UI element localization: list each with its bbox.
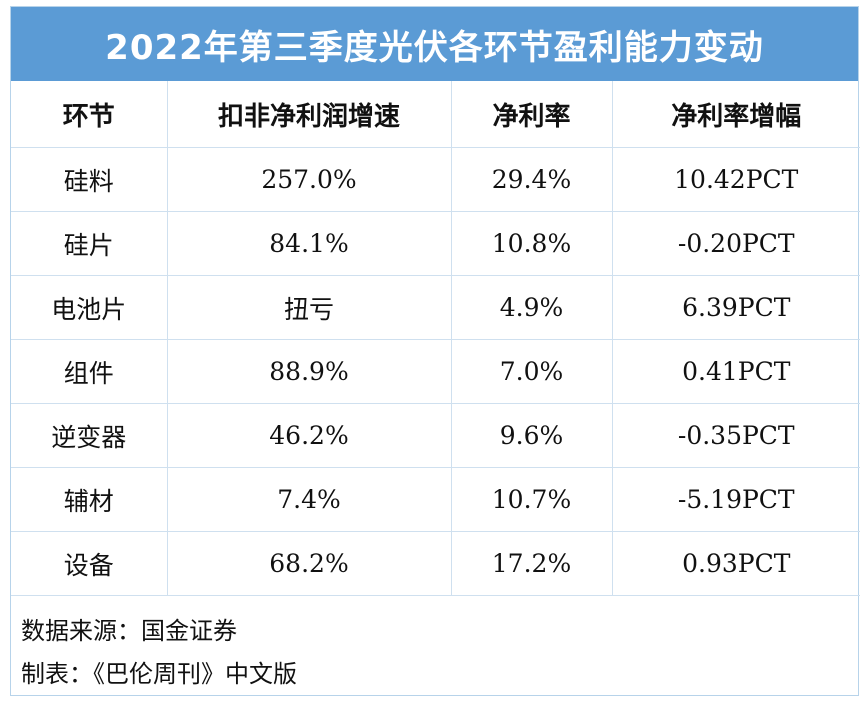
table-cell: 电池片 xyxy=(11,275,168,340)
table-cell: 257.0% xyxy=(167,147,452,212)
table-row: 设备 68.2% 17.2% 0.93PCT xyxy=(11,531,860,596)
table-cell: 扭亏 xyxy=(167,275,452,340)
table-frame: 2022年第三季度光伏各环节盈利能力变动 环节 扣非净利润增速 净利率 净利率增… xyxy=(10,6,860,696)
table-cell: -5.19PCT xyxy=(612,467,860,532)
table-cell: 硅料 xyxy=(11,147,168,212)
table-cell: 46.2% xyxy=(167,403,452,468)
table-cell: -0.35PCT xyxy=(612,403,860,468)
column-header-profit-growth: 扣非净利润增速 xyxy=(167,81,452,148)
source-note: 数据来源：国金证券 xyxy=(21,617,237,645)
table-cell: 组件 xyxy=(11,339,168,404)
table-cell: -0.20PCT xyxy=(612,211,860,276)
table-title: 2022年第三季度光伏各环节盈利能力变动 xyxy=(11,7,858,81)
table-cell: 84.1% xyxy=(167,211,452,276)
table-cell: 设备 xyxy=(11,531,168,596)
table-row: 硅片 84.1% 10.8% -0.20PCT xyxy=(11,211,860,276)
credit-note: 制表：《巴伦周刊》中文版 xyxy=(21,660,297,688)
table-cell: 10.42PCT xyxy=(612,147,860,212)
table-cell: 88.9% xyxy=(167,339,452,404)
table-cell: 9.6% xyxy=(451,403,613,468)
table-row: 电池片 扭亏 4.9% 6.39PCT xyxy=(11,275,860,340)
table-cell: 6.39PCT xyxy=(612,275,860,340)
table-row: 辅材 7.4% 10.7% -5.19PCT xyxy=(11,467,860,532)
table-cell: 68.2% xyxy=(167,531,452,596)
table-row: 硅料 257.0% 29.4% 10.42PCT xyxy=(11,147,860,212)
column-header-segment: 环节 xyxy=(11,81,168,148)
table-cell: 硅片 xyxy=(11,211,168,276)
column-header-net-margin: 净利率 xyxy=(451,81,613,148)
table-cell: 10.8% xyxy=(451,211,613,276)
table-row: 逆变器 46.2% 9.6% -0.35PCT xyxy=(11,403,860,468)
table-cell: 7.0% xyxy=(451,339,613,404)
table-row: 组件 88.9% 7.0% 0.41PCT xyxy=(11,339,860,404)
header-row: 环节 扣非净利润增速 净利率 净利率增幅 xyxy=(11,81,860,148)
table-cell: 0.93PCT xyxy=(612,531,860,596)
table-cell: 0.41PCT xyxy=(612,339,860,404)
table-cell: 10.7% xyxy=(451,467,613,532)
column-header-margin-change: 净利率增幅 xyxy=(612,81,860,148)
table-footer: 数据来源：国金证券 制表：《巴伦周刊》中文版 xyxy=(11,599,858,695)
table-cell: 辅材 xyxy=(11,467,168,532)
table-cell: 7.4% xyxy=(167,467,452,532)
table-cell: 4.9% xyxy=(451,275,613,340)
table-cell: 逆变器 xyxy=(11,403,168,468)
table-cell: 17.2% xyxy=(451,531,613,596)
table-cell: 29.4% xyxy=(451,147,613,212)
data-table: 环节 扣非净利润增速 净利率 净利率增幅 硅料 257.0% 29.4% 10.… xyxy=(11,81,860,596)
